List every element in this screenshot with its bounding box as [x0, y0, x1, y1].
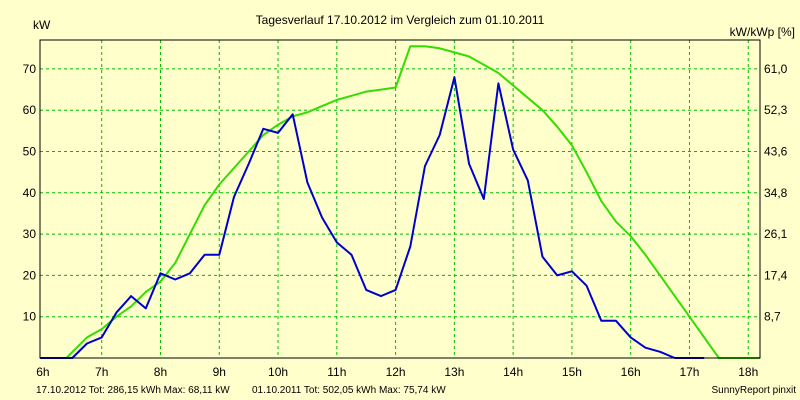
tick-labels: 6h 7h 8h 9h 10h 11h 12h 13h 14h 15h 16h 17h 18h 10 8,7…	[23, 62, 788, 379]
series-line-17-10-2012	[40, 77, 704, 358]
y-tick-label-right: 34,8	[764, 186, 788, 200]
y-tick-label-left: 10	[23, 310, 37, 324]
y-tick-label-right: 43,6	[764, 145, 788, 159]
x-tick-label: 17h	[679, 365, 699, 379]
x-tick-label: 18h	[738, 365, 758, 379]
y-tick-label-right: 26,1	[764, 227, 788, 241]
x-tick-label: 13h	[444, 365, 464, 379]
series-layer	[40, 46, 760, 358]
footer-series2-summary: 01.10.2011 Tot: 502,05 kWh Max: 75,74 kW	[252, 385, 446, 396]
plot-frame	[40, 40, 760, 358]
x-tick-label: 7h	[95, 365, 108, 379]
x-tick-label: 14h	[503, 365, 523, 379]
y-tick-label-left: 30	[23, 227, 37, 241]
chart-title: Tagesverlauf 17.10.2012 im Vergleich zum…	[256, 13, 545, 27]
y-axis-left-label: kW	[33, 18, 51, 32]
x-tick-label: 11h	[327, 365, 346, 379]
x-tick-label: 6h	[36, 365, 49, 379]
x-tick-label: 9h	[213, 365, 226, 379]
y-tick-label-left: 60	[23, 103, 37, 117]
x-tick-label: 16h	[621, 365, 641, 379]
y-tick-label-right: 17,4	[764, 268, 788, 282]
series-line-01-10-2011	[40, 46, 760, 358]
y-tick-label-right: 61,0	[764, 62, 788, 76]
y-tick-label-left: 50	[23, 145, 37, 159]
y-tick-label-right: 52,3	[764, 103, 788, 117]
y-tick-label-right: 8,7	[764, 310, 781, 324]
x-tick-label: 8h	[154, 365, 167, 379]
footer-brand: SunnyReport pinxit	[712, 385, 797, 396]
x-tick-label: 10h	[268, 365, 288, 379]
y-tick-label-left: 40	[23, 186, 37, 200]
y-axis-right-label: kW/kWp [%]	[730, 25, 795, 39]
footer-series1-summary: 17.10.2012 Tot: 286,15 kWh Max: 68,11 kW	[36, 385, 230, 396]
x-tick-label: 15h	[562, 365, 582, 379]
y-tick-label-left: 20	[23, 268, 37, 282]
y-tick-label-left: 70	[23, 62, 37, 76]
grid-lines	[40, 40, 760, 358]
x-tick-label: 12h	[386, 365, 406, 379]
